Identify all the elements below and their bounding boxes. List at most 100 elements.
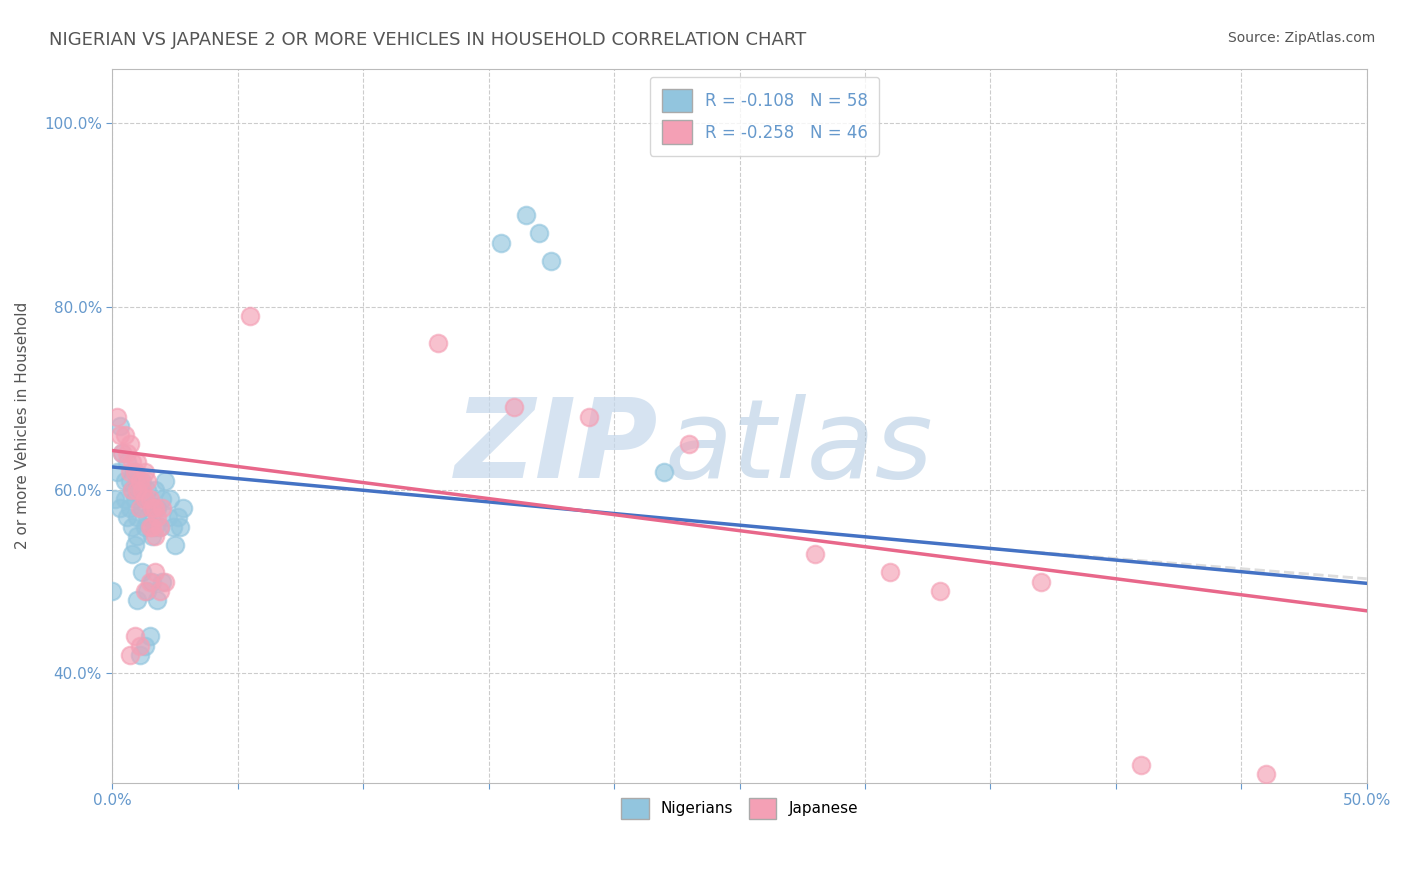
Point	[149, 519, 172, 533]
Point	[153, 574, 176, 589]
Y-axis label: 2 or more Vehicles in Household: 2 or more Vehicles in Household	[15, 302, 30, 549]
Point	[141, 501, 163, 516]
Point	[152, 501, 174, 516]
Point	[117, 510, 139, 524]
Point	[131, 501, 153, 516]
Point	[124, 630, 146, 644]
Point	[114, 474, 136, 488]
Point	[149, 519, 172, 533]
Point	[515, 208, 537, 222]
Point	[143, 501, 166, 516]
Point	[152, 491, 174, 506]
Point	[134, 583, 156, 598]
Point	[427, 336, 450, 351]
Point	[134, 639, 156, 653]
Point	[134, 491, 156, 506]
Point	[1256, 767, 1278, 781]
Text: NIGERIAN VS JAPANESE 2 OR MORE VEHICLES IN HOUSEHOLD CORRELATION CHART: NIGERIAN VS JAPANESE 2 OR MORE VEHICLES …	[49, 31, 807, 49]
Point	[1130, 757, 1153, 772]
Point	[139, 574, 162, 589]
Point	[929, 583, 952, 598]
Point	[141, 574, 163, 589]
Point	[124, 465, 146, 479]
Point	[131, 566, 153, 580]
Point	[163, 538, 186, 552]
Point	[124, 465, 146, 479]
Point	[129, 648, 152, 662]
Point	[146, 592, 169, 607]
Point	[129, 501, 152, 516]
Point	[141, 501, 163, 516]
Point	[239, 309, 262, 323]
Point	[131, 474, 153, 488]
Point	[127, 455, 149, 469]
Point	[162, 519, 184, 533]
Point	[127, 483, 149, 497]
Point	[540, 253, 562, 268]
Point	[139, 491, 162, 506]
Point	[129, 474, 152, 488]
Point	[118, 474, 141, 488]
Point	[172, 501, 194, 516]
Point	[134, 519, 156, 533]
Point	[124, 491, 146, 506]
Point	[121, 483, 143, 497]
Point	[159, 491, 181, 506]
Point	[489, 235, 512, 250]
Point	[124, 538, 146, 552]
Point	[117, 446, 139, 460]
Point	[153, 474, 176, 488]
Point	[166, 510, 188, 524]
Point	[129, 483, 152, 497]
Point	[143, 529, 166, 543]
Point	[136, 510, 159, 524]
Point	[118, 648, 141, 662]
Point	[678, 437, 700, 451]
Text: Source: ZipAtlas.com: Source: ZipAtlas.com	[1227, 31, 1375, 45]
Point	[152, 574, 174, 589]
Point	[131, 483, 153, 497]
Point	[104, 491, 127, 506]
Point	[118, 437, 141, 451]
Point	[129, 639, 152, 653]
Point	[139, 519, 162, 533]
Point	[114, 428, 136, 442]
Point	[804, 547, 827, 561]
Point	[879, 566, 901, 580]
Legend: Nigerians, Japanese: Nigerians, Japanese	[614, 791, 865, 825]
Point	[143, 519, 166, 533]
Point	[105, 465, 128, 479]
Point	[121, 455, 143, 469]
Point	[118, 465, 141, 479]
Point	[139, 519, 162, 533]
Point	[111, 446, 134, 460]
Point	[149, 583, 172, 598]
Point	[146, 510, 169, 524]
Point	[134, 491, 156, 506]
Point	[136, 583, 159, 598]
Point	[111, 446, 134, 460]
Point	[127, 474, 149, 488]
Text: ZIP: ZIP	[454, 393, 658, 500]
Point	[143, 566, 166, 580]
Point	[121, 547, 143, 561]
Point	[134, 465, 156, 479]
Point	[1029, 574, 1052, 589]
Point	[127, 592, 149, 607]
Point	[502, 401, 524, 415]
Point	[101, 583, 124, 598]
Point	[121, 483, 143, 497]
Point	[108, 418, 131, 433]
Point	[652, 465, 675, 479]
Point	[108, 428, 131, 442]
Point	[121, 519, 143, 533]
Point	[114, 491, 136, 506]
Point	[105, 409, 128, 424]
Point	[578, 409, 600, 424]
Point	[139, 630, 162, 644]
Point	[117, 455, 139, 469]
Point	[141, 529, 163, 543]
Text: atlas: atlas	[664, 393, 934, 500]
Point	[141, 519, 163, 533]
Point	[146, 501, 169, 516]
